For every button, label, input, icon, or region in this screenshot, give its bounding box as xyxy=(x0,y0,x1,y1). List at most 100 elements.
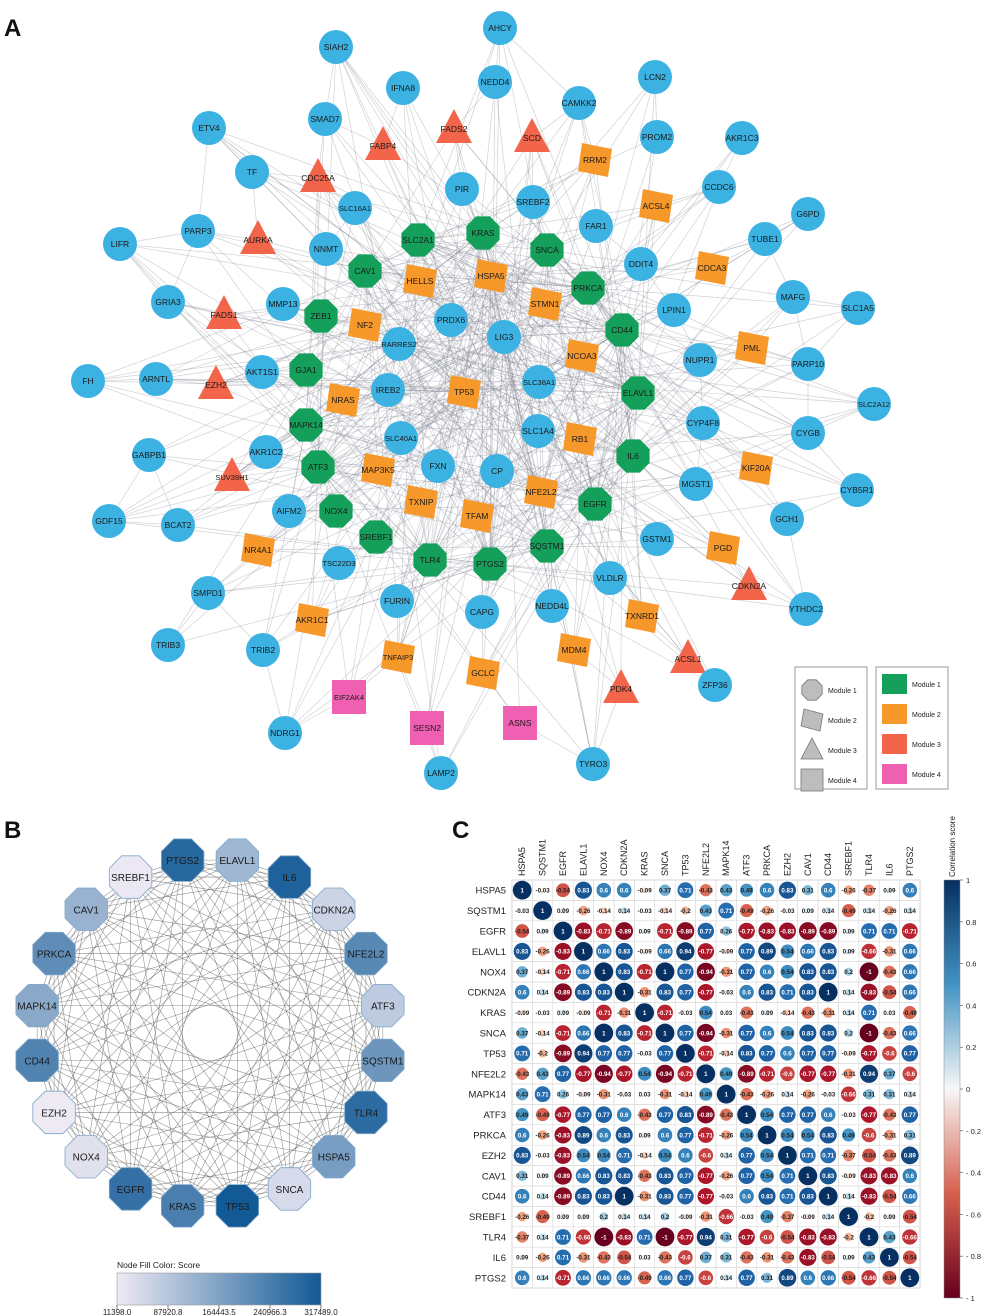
correlation-circle xyxy=(639,986,650,998)
node-shape xyxy=(528,287,562,321)
correlation-circle xyxy=(900,1268,920,1288)
network-edge xyxy=(426,249,548,729)
correlation-value: -0.77 xyxy=(699,990,714,997)
correlation-value: -0.03 xyxy=(740,1214,755,1221)
network-edge xyxy=(437,275,492,467)
node-shape xyxy=(308,102,342,136)
correlation-value: -0.83 xyxy=(821,1234,836,1241)
column-label: PTGS2 xyxy=(905,846,915,876)
correlation-value: 0.77 xyxy=(741,949,754,956)
correlation-circle xyxy=(738,1269,755,1287)
node-il6: IL6 xyxy=(616,439,650,473)
correlation-value: 0.09 xyxy=(577,1214,590,1221)
node-ndrg1: NDRG1 xyxy=(268,716,302,750)
network-edge xyxy=(540,359,701,493)
correlation-value: -0.03 xyxy=(638,1051,653,1058)
node-shape xyxy=(139,362,173,396)
correlation-circle xyxy=(738,1228,755,1246)
correlation-value: -0.14 xyxy=(597,908,612,915)
correlation-value: -0.09 xyxy=(576,1092,591,1099)
colorbar-tick-label: 317489.0 xyxy=(304,1308,338,1316)
node-tlr4: TLR4 xyxy=(413,543,447,577)
correlation-value: 1 xyxy=(622,990,626,997)
correlation-circle xyxy=(642,1091,648,1097)
correlation-circle xyxy=(844,1028,853,1038)
correlation-circle xyxy=(655,962,675,982)
correlation-value: 0.31 xyxy=(802,888,815,895)
correlation-value: 0.71 xyxy=(863,1010,876,1017)
network-edge xyxy=(546,355,583,547)
correlation-value: 0.6 xyxy=(661,1132,670,1139)
correlation-value: 0.6 xyxy=(599,1132,608,1139)
node-shape xyxy=(386,71,420,105)
node-shape xyxy=(151,628,185,662)
correlation-circle xyxy=(860,1045,878,1062)
node-cav1: CAV1 xyxy=(348,254,382,288)
hub-node-label: PTGS2 xyxy=(166,856,199,867)
correlation-circle xyxy=(537,1130,548,1140)
network-edge xyxy=(208,127,639,394)
correlation-value: 0.2 xyxy=(844,1030,853,1037)
node-smpd1: SMPD1 xyxy=(191,576,225,610)
legend-parallelogram-icon xyxy=(800,708,824,732)
hub-node-tlr4: TLR4 xyxy=(344,1090,388,1135)
node-label: NEDD4 xyxy=(481,77,510,87)
node-fabp4: FABP4 xyxy=(365,126,401,160)
correlation-circle xyxy=(720,966,732,978)
correlation-value: -0.49 xyxy=(536,1214,551,1221)
network-edge xyxy=(540,363,809,493)
correlation-circle xyxy=(595,1167,613,1185)
network-edge xyxy=(36,876,131,1061)
correlation-value: -0.89 xyxy=(556,990,571,997)
column-label: PRKCA xyxy=(762,845,772,876)
correlation-circle xyxy=(681,906,690,915)
node-label: LIFR xyxy=(111,239,129,249)
correlation-value: 0.77 xyxy=(679,1194,692,1201)
row-label: IL6 xyxy=(493,1253,506,1264)
node-shape xyxy=(524,475,558,509)
correlation-value: 0.83 xyxy=(598,1194,611,1201)
correlation-circle xyxy=(554,1106,572,1123)
node-shape xyxy=(565,339,599,373)
correlation-circle xyxy=(636,1025,653,1041)
correlation-circle xyxy=(901,1106,919,1123)
node-fads1: FADS1 xyxy=(206,295,242,329)
network-edge xyxy=(182,859,384,1061)
network-edge xyxy=(311,545,548,621)
network-edge xyxy=(155,343,400,380)
correlation-value: 0.2 xyxy=(844,969,853,976)
correlation-circle xyxy=(660,1212,670,1221)
node-label: KIF20A xyxy=(742,463,771,473)
correlation-value: -0.14 xyxy=(780,1010,795,1017)
correlation-value: 0.09 xyxy=(883,888,896,895)
node-ifna8: IFNA8 xyxy=(386,71,420,105)
correlation-value: 0.14 xyxy=(863,908,876,915)
column-label: EZH2 xyxy=(782,853,792,876)
correlation-circle xyxy=(718,902,735,919)
network-edge xyxy=(237,877,290,1206)
node-etv4: ETV4 xyxy=(192,111,226,145)
correlation-value: 1 xyxy=(847,1214,851,1221)
correlation-circle xyxy=(574,1126,593,1144)
correlation-circle xyxy=(845,1172,852,1179)
node-label: PRDX6 xyxy=(437,315,466,325)
correlation-value: 0.09 xyxy=(537,928,550,935)
network-edge xyxy=(85,909,183,1206)
correlation-circle xyxy=(658,1251,672,1264)
network-edge xyxy=(119,243,542,493)
correlation-value: -0.83 xyxy=(556,1153,571,1160)
corr-colorbar-gradient xyxy=(943,879,961,1299)
correlation-circle xyxy=(553,921,573,941)
node-label: CD44 xyxy=(611,325,633,335)
network-edge xyxy=(594,403,875,505)
network-edge xyxy=(36,876,131,1006)
correlation-value: 0.6 xyxy=(620,888,629,895)
correlation-value: 0.66 xyxy=(802,949,815,956)
correlation-value: 0.54 xyxy=(639,1071,652,1078)
correlation-value: -0.2 xyxy=(864,1214,875,1221)
network-edge xyxy=(546,249,753,349)
node-shape xyxy=(445,172,479,206)
node-shape xyxy=(289,353,323,387)
correlation-circle xyxy=(758,1187,776,1205)
correlation-value: -0.03 xyxy=(719,1194,734,1201)
